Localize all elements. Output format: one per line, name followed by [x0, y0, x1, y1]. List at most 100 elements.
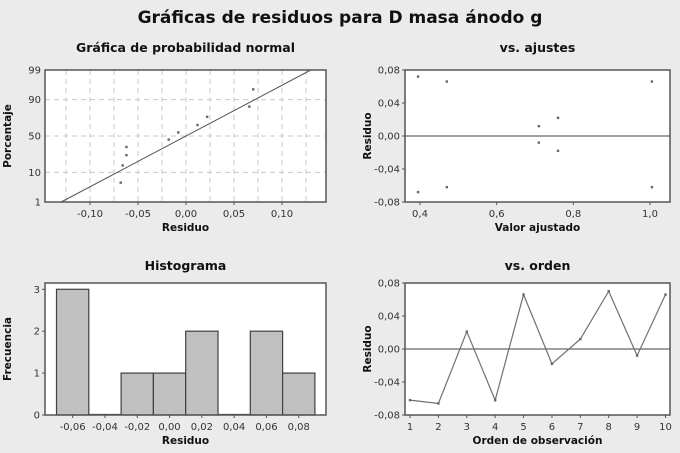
- y-tick-label: 99: [28, 66, 41, 77]
- plot-frame: [44, 282, 327, 416]
- histogram-bar: [120, 372, 154, 416]
- y-tick-label: 0,00: [378, 132, 400, 143]
- order-plot-title: vs. orden: [504, 258, 571, 273]
- data-point: [121, 164, 124, 167]
- data-point: [556, 149, 560, 153]
- data-point: [167, 138, 170, 141]
- data-point: [664, 293, 667, 296]
- y-axis-label: Residuo: [362, 112, 374, 159]
- x-tick-label: 0,08: [288, 422, 310, 433]
- y-tick-label: 0,00: [378, 345, 400, 356]
- histogram: -0,06 -0,04 -0,02 0,00 0,02 0,04 0,06 0,08 0 1 2 3 F…: [2, 282, 327, 447]
- x-tick-label: 3: [464, 422, 470, 433]
- data-point: [177, 131, 180, 134]
- x-axis-label: Valor ajustado: [495, 222, 581, 234]
- data-point: [416, 75, 420, 78]
- residuals-vs-fits-plot: -0,08 -0,04 0,00 0,04 0,08 0,4 0,6 0,8 1,0 Residu…: [362, 66, 671, 234]
- x-tick-label: 0,00: [158, 422, 180, 433]
- y-tick-label: 50: [28, 132, 41, 143]
- data-point: [522, 293, 525, 296]
- data-point: [493, 398, 497, 402]
- y-tick-label: 0,08: [378, 66, 400, 77]
- y-tick-label: 0,08: [378, 279, 400, 290]
- data-point: [445, 185, 449, 189]
- plot-frame: [404, 69, 671, 203]
- x-tick-label: -0,02: [124, 422, 150, 433]
- x-tick-label: 1,0: [642, 209, 658, 220]
- histogram-bar: [282, 372, 316, 416]
- x-tick-label: 0,02: [191, 422, 213, 433]
- x-tick-label: -0,05: [125, 209, 151, 220]
- data-point: [119, 181, 122, 184]
- x-axis-label: Orden de observación: [473, 435, 603, 447]
- x-axis-label: Residuo: [162, 222, 209, 234]
- x-tick-label: 2: [435, 422, 441, 433]
- x-tick-label: -0,10: [77, 209, 103, 220]
- data-point: [550, 362, 554, 366]
- fit-line: [60, 69, 312, 203]
- normal-plot-title: Gráfica de probabilidad normal: [75, 40, 296, 55]
- x-tick-label: 0,05: [223, 209, 245, 220]
- x-tick-label: 5: [520, 422, 526, 433]
- data-point: [650, 185, 654, 189]
- y-axis-label: Residuo: [362, 325, 374, 372]
- data-point: [445, 80, 449, 83]
- fits-plot-title: vs. ajustes: [499, 40, 576, 55]
- x-tick-label: -0,04: [92, 422, 118, 433]
- x-tick-label: 10: [659, 422, 672, 433]
- data-point: [579, 337, 582, 341]
- x-tick-label: 0,10: [271, 209, 293, 220]
- x-tick-label: 0,4: [412, 209, 428, 220]
- y-tick-label: 1: [35, 198, 41, 209]
- data-point: [465, 330, 468, 333]
- x-tick-label: 9: [634, 422, 640, 433]
- x-tick-label: 1: [407, 422, 413, 433]
- x-tick-label: 0,6: [489, 209, 505, 220]
- data-point: [252, 88, 255, 91]
- data-point: [196, 123, 199, 127]
- data-point: [650, 80, 654, 83]
- data-point: [556, 116, 560, 120]
- y-tick-label: 1: [34, 369, 40, 380]
- x-axis-label: Residuo: [162, 435, 209, 447]
- plot-frame: [44, 69, 327, 203]
- histogram-title: Histograma: [144, 258, 227, 273]
- y-tick-label: -0,04: [374, 165, 400, 176]
- x-tick-label: 0,04: [223, 422, 245, 433]
- data-point: [537, 124, 541, 128]
- x-tick-label: 6: [549, 422, 555, 433]
- data-point: [248, 105, 251, 108]
- y-tick-label: 0: [34, 411, 40, 422]
- y-tick-label: -0,04: [374, 378, 400, 389]
- y-axis-label: Frecuencia: [2, 317, 14, 381]
- histogram-bar: [55, 288, 90, 416]
- histogram-bar: [152, 372, 187, 416]
- data-point: [437, 402, 440, 405]
- y-tick-label: 3: [34, 285, 40, 296]
- y-tick-label: -0,08: [374, 198, 400, 209]
- y-tick-label: 0,04: [378, 312, 400, 323]
- data-point: [125, 145, 128, 149]
- x-tick-label: 0,06: [255, 422, 277, 433]
- y-tick-label: 90: [28, 95, 41, 106]
- histogram-bar: [249, 330, 284, 416]
- data-point: [205, 115, 209, 119]
- data-point: [607, 290, 610, 293]
- x-tick-label: -0,06: [60, 422, 86, 433]
- data-point: [408, 398, 412, 402]
- x-tick-label: 8: [606, 422, 612, 433]
- data-point: [635, 354, 639, 357]
- y-axis-label: Porcentaje: [2, 104, 14, 168]
- data-point: [537, 141, 541, 144]
- main-title: Gráficas de residuos para D masa ánodo g: [137, 8, 543, 28]
- data-point: [416, 190, 420, 194]
- x-tick-label: 0,00: [175, 209, 197, 220]
- y-tick-label: 10: [28, 168, 41, 179]
- residual-line: [409, 289, 667, 405]
- y-tick-label: 0,04: [378, 99, 400, 110]
- x-tick-label: 7: [577, 422, 583, 433]
- y-tick-label: 2: [34, 327, 40, 338]
- plot-frame: [404, 282, 671, 416]
- residuals-vs-order-plot: -0,08 -0,04 0,00 0,04 0,08 1 2 3 4 5 6 7 8 9 10 Residuo…: [362, 279, 672, 448]
